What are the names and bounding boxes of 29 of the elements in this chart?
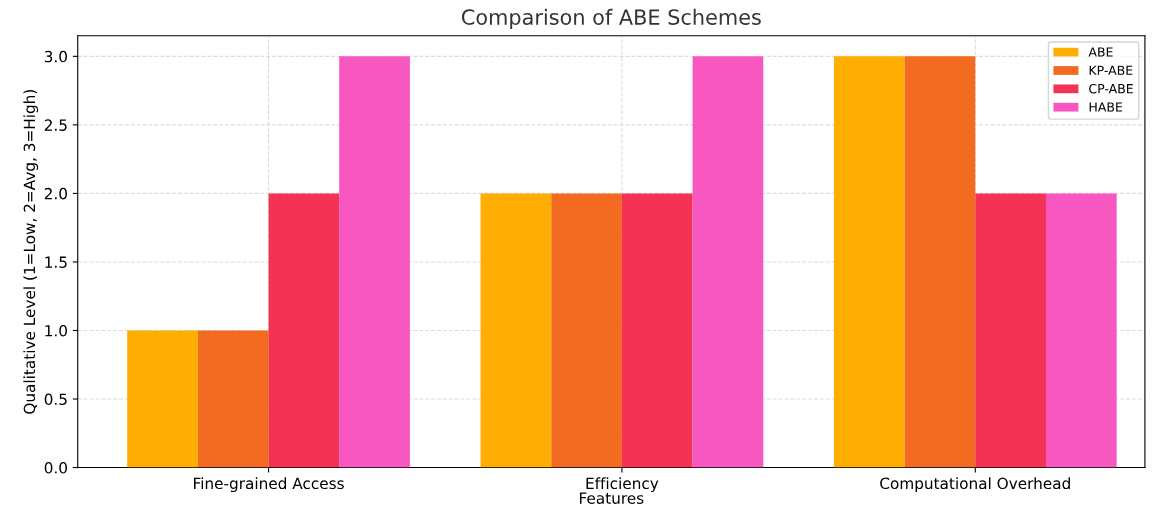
y-tick-label: 3.0 — [44, 50, 67, 63]
bar — [197, 330, 269, 468]
x-tick-label: Fine-grained Access — [194, 477, 344, 493]
bar — [692, 56, 764, 468]
bar — [127, 330, 198, 468]
bar — [268, 193, 340, 468]
legend-label: ABE — [1088, 47, 1113, 57]
y-tick-label: 0.5 — [44, 393, 67, 406]
y-tick-label: 0.0 — [44, 462, 67, 474]
bar — [339, 56, 410, 468]
bar — [480, 193, 552, 468]
y-tick-label: 1.5 — [45, 256, 67, 268]
legend-label: CP-ABE — [1089, 83, 1133, 94]
y-tick-label: 2.0 — [44, 187, 67, 200]
bar — [551, 193, 622, 468]
bar — [1045, 193, 1117, 468]
bar — [904, 56, 976, 468]
legend-label: HABE — [1089, 102, 1123, 112]
chart-title: Comparison of ABE Schemes — [461, 8, 761, 29]
x-axis-title: Features — [579, 492, 644, 504]
x-tick-label: Computational Overhead — [880, 477, 1070, 493]
legend-label: KP-ABE — [1089, 65, 1133, 75]
bar — [621, 193, 693, 468]
y-tick-label: 2.5 — [44, 119, 67, 131]
y-tick-label: 1.0 — [45, 324, 67, 337]
y-axis-title: Qualitative Level (1=Low, 2=Avg, 3=High) — [23, 89, 39, 414]
bar — [975, 193, 1046, 468]
bar — [833, 56, 905, 468]
x-tick-label: Efficiency — [586, 477, 659, 493]
